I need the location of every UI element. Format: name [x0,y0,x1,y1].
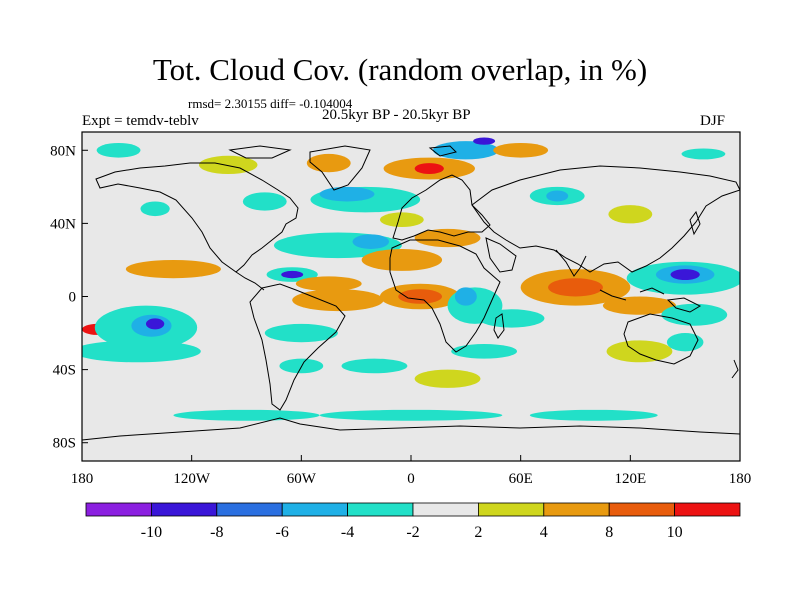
field-region [546,190,569,202]
field-region [173,409,320,421]
x-tick-label: 0 [407,471,415,487]
field-region [145,318,165,330]
colorbar-label: 8 [605,524,613,541]
colorbar-label: 10 [667,524,683,541]
y-tick-label: 40S [53,363,76,379]
stats-label: rmsd= 2.30155 diff= -0.104004 [188,96,353,111]
period-label: 20.5kyr BP - 20.5kyr BP [322,107,471,123]
colorbar-label: -8 [210,524,223,541]
field-region [529,409,658,421]
field-region [96,142,141,158]
colorbar-swatch [543,502,610,517]
x-tick-label: 120W [173,471,211,487]
colorbar-swatch [674,502,741,517]
season-label: DJF [700,113,726,129]
x-tick-label: 120E [614,471,646,487]
x-tick-label: 60W [287,471,317,487]
x-tick-label: 60E [509,471,533,487]
field-region [451,344,518,359]
field-region [414,163,444,175]
field-region [125,259,221,279]
y-tick-label: 0 [69,290,77,306]
field-region [319,186,375,202]
plot-title: Tot. Cloud Cov. (random overlap, in %) [152,52,648,87]
colorbar-label: 4 [540,524,548,541]
field-region [361,248,443,271]
y-tick-label: 40N [50,216,76,232]
field-region [602,296,677,315]
colorbar-swatch [412,502,479,517]
coastlines [82,145,740,441]
field-region [666,333,704,352]
field-region [82,340,201,363]
field-region [493,142,549,158]
x-tick-label: 180 [71,471,94,487]
axis-ticks: 180 120W 60W 0 60E 120E 180 80N 40N 0 40S 80S [50,143,751,487]
y-tick-label: 80S [53,436,76,452]
colorbar-swatch [150,502,218,517]
colorbar-label: -6 [276,524,289,541]
field-region [473,137,496,145]
colorbar-swatch [85,502,152,517]
field-region [292,289,384,312]
field-region [548,278,603,297]
colorbar-label: -2 [406,524,419,541]
field-region [454,287,477,306]
field-region [242,192,287,211]
field-region [295,276,362,292]
colorbar: -10 -8 -6 -4 -2 2 4 8 10 [85,502,741,541]
field-region [661,303,728,326]
field-region [379,212,424,228]
field-region [341,358,408,374]
colorbar-swatch [281,502,349,517]
colorbar-label: 2 [474,524,482,541]
field-region [670,269,700,281]
field-region [352,234,390,249]
field-region [606,340,673,363]
colorbar-swatch [608,502,676,517]
field-region [414,369,481,388]
experiment-label: Expt = temdv-teblv [82,113,199,129]
field-region [198,155,258,175]
colorbar-label: -4 [341,524,354,541]
field-region [319,409,503,421]
colorbar-swatch [347,502,414,517]
field-region [398,289,443,304]
field-region [264,323,338,343]
x-tick-label: 180 [729,471,752,487]
y-tick-label: 80N [50,143,76,159]
colorbar-swatch [216,502,283,517]
colorbar-swatch [477,502,545,517]
field-region [681,148,726,160]
field-region [608,205,653,224]
cloud-anomaly-field [82,137,740,421]
field-region [281,270,304,279]
field-region [306,153,351,173]
colorbar-label: -10 [141,524,162,541]
field-region [140,201,170,217]
field-region [478,309,545,328]
